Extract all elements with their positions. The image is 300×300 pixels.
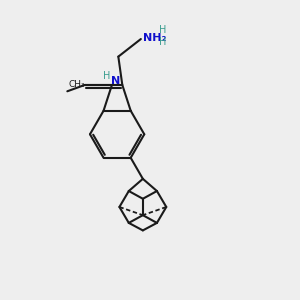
Text: H: H [159,38,166,47]
Text: H: H [103,71,110,81]
Text: N: N [111,76,120,86]
Text: H: H [159,26,166,35]
Text: CH₃: CH₃ [69,80,86,89]
Text: NH₂: NH₂ [143,33,166,43]
